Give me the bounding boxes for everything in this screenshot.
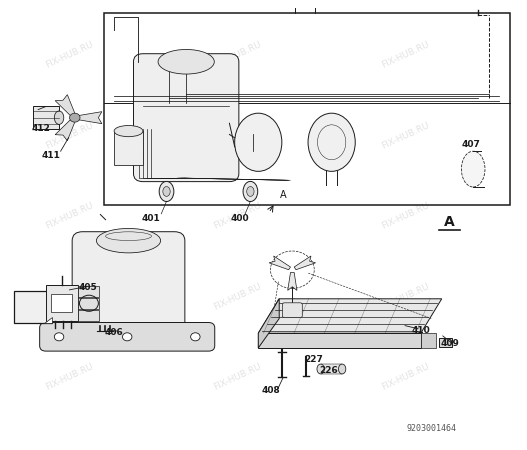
- Text: FIX-HUB.RU: FIX-HUB.RU: [212, 362, 262, 392]
- FancyBboxPatch shape: [72, 232, 185, 337]
- Polygon shape: [258, 299, 279, 348]
- Bar: [46, 285, 79, 321]
- Polygon shape: [44, 317, 52, 324]
- Bar: [15, 291, 52, 324]
- Text: FIX-HUB.RU: FIX-HUB.RU: [44, 121, 95, 151]
- Text: A: A: [444, 216, 455, 230]
- Bar: [79, 298, 100, 309]
- Polygon shape: [55, 119, 75, 141]
- Text: 412: 412: [31, 124, 50, 133]
- Ellipse shape: [317, 364, 324, 374]
- Ellipse shape: [159, 181, 174, 202]
- Circle shape: [122, 333, 132, 341]
- Bar: [104, 13, 510, 205]
- Text: 409: 409: [440, 339, 459, 348]
- Text: 9203001464: 9203001464: [406, 424, 456, 433]
- Bar: [439, 338, 452, 346]
- Ellipse shape: [243, 181, 258, 202]
- Polygon shape: [55, 94, 75, 116]
- Ellipse shape: [96, 229, 161, 253]
- Text: 410: 410: [412, 326, 430, 335]
- Bar: [79, 310, 100, 321]
- Polygon shape: [269, 256, 290, 270]
- Text: 405: 405: [79, 283, 97, 292]
- Bar: [320, 364, 342, 374]
- Polygon shape: [288, 272, 297, 290]
- Bar: [79, 286, 100, 297]
- Text: 408: 408: [262, 386, 281, 395]
- Bar: [33, 107, 59, 129]
- Ellipse shape: [308, 113, 355, 171]
- Text: FIX-HUB.RU: FIX-HUB.RU: [44, 282, 95, 311]
- Bar: [51, 294, 72, 312]
- Text: FIX-HUB.RU: FIX-HUB.RU: [380, 282, 431, 311]
- Text: FIX-HUB.RU: FIX-HUB.RU: [380, 121, 431, 151]
- Text: FIX-HUB.RU: FIX-HUB.RU: [380, 362, 431, 392]
- Circle shape: [54, 333, 64, 341]
- Text: FIX-HUB.RU: FIX-HUB.RU: [44, 201, 95, 231]
- Text: 227: 227: [304, 355, 323, 364]
- Text: FIX-HUB.RU: FIX-HUB.RU: [380, 201, 431, 231]
- Text: 407: 407: [461, 140, 480, 149]
- Polygon shape: [258, 299, 442, 333]
- Ellipse shape: [54, 111, 64, 124]
- Bar: [114, 131, 143, 165]
- FancyBboxPatch shape: [133, 54, 239, 182]
- Text: 411: 411: [42, 151, 61, 160]
- Text: FIX-HUB.RU: FIX-HUB.RU: [380, 40, 431, 70]
- Text: FIX-HUB.RU: FIX-HUB.RU: [212, 201, 262, 231]
- Text: 406: 406: [105, 328, 123, 337]
- Ellipse shape: [163, 187, 170, 196]
- Ellipse shape: [235, 113, 282, 171]
- Text: FIX-HUB.RU: FIX-HUB.RU: [44, 362, 95, 392]
- Circle shape: [70, 113, 80, 122]
- Text: FIX-HUB.RU: FIX-HUB.RU: [44, 40, 95, 70]
- Ellipse shape: [462, 151, 485, 187]
- Text: 400: 400: [231, 214, 249, 223]
- FancyBboxPatch shape: [40, 323, 214, 351]
- Text: FIX-HUB.RU: FIX-HUB.RU: [212, 282, 262, 311]
- Ellipse shape: [338, 364, 346, 374]
- Polygon shape: [294, 256, 316, 270]
- Text: 226: 226: [320, 366, 338, 375]
- FancyBboxPatch shape: [282, 303, 302, 318]
- Polygon shape: [78, 112, 102, 124]
- Polygon shape: [258, 333, 421, 348]
- Ellipse shape: [158, 50, 214, 74]
- Text: 401: 401: [141, 214, 160, 223]
- Text: A: A: [280, 190, 287, 200]
- Text: FIX-HUB.RU: FIX-HUB.RU: [212, 121, 262, 151]
- Ellipse shape: [247, 187, 254, 196]
- Text: FIX-HUB.RU: FIX-HUB.RU: [212, 40, 262, 70]
- Polygon shape: [421, 333, 436, 348]
- Ellipse shape: [114, 126, 143, 137]
- Circle shape: [191, 333, 200, 341]
